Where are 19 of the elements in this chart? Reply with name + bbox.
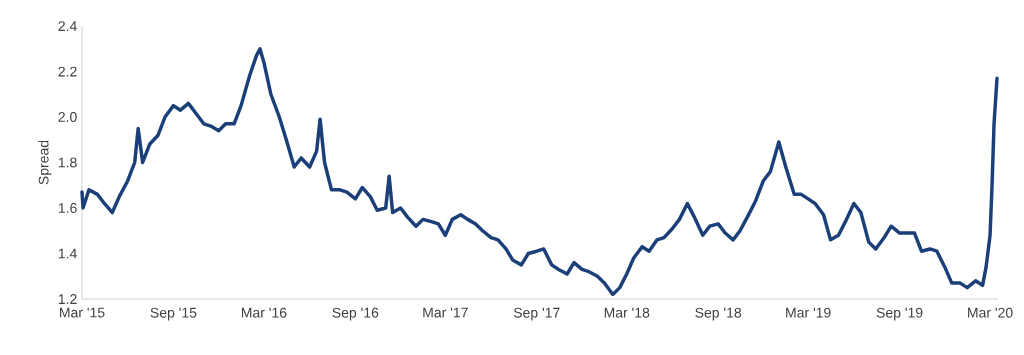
x-tick-label: Mar '20 [968,307,1013,318]
x-tick-label: Mar '16 [241,307,287,318]
x-tick-label: Mar '17 [423,307,468,318]
x-tick-label: Sep '17 [513,307,560,321]
y-tick-label: 1.8 [58,157,77,168]
x-tick-label: Mar '19 [786,307,831,318]
x-tick-label: Sep '15 [150,307,197,321]
y-tick-label: 2.0 [58,112,77,122]
y-tick-label: 1.2 [58,294,77,304]
y-axis-title: Spread [38,140,52,185]
y-tick-label: 1.4 [58,248,77,259]
x-tick-label: Sep '16 [332,307,379,321]
y-tick-label: 1.6 [58,203,77,213]
y-tick-label: 2.4 [58,21,77,31]
x-tick-label: Mar '15 [60,307,105,318]
y-tick-label: 2.2 [58,66,77,77]
x-tick-label: Sep '19 [876,307,923,321]
x-tick-label: Mar '18 [604,307,650,318]
x-tick-label: Sep '18 [695,307,742,321]
